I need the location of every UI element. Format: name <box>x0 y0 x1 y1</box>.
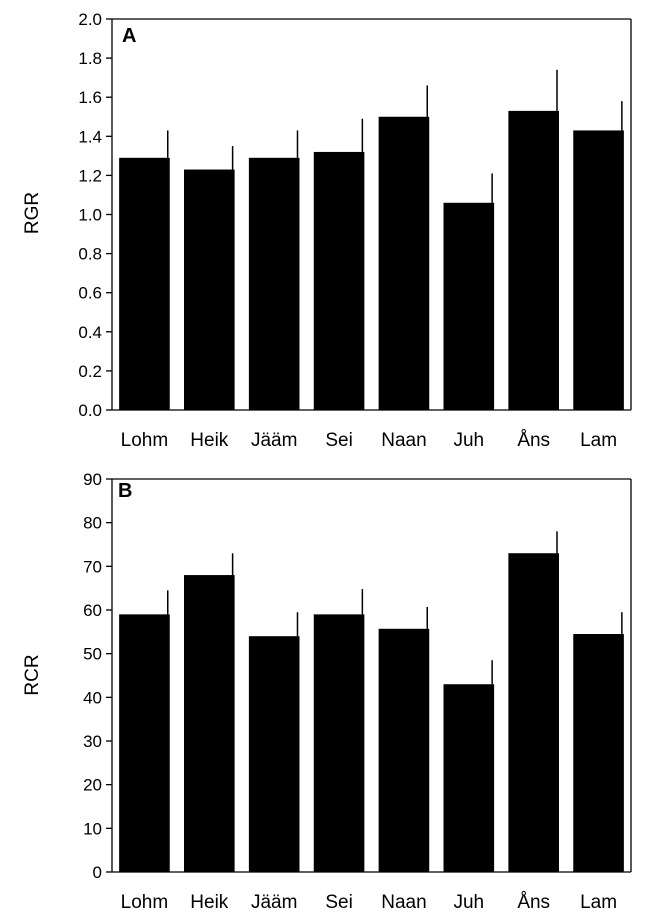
panel-a-bar <box>248 157 300 410</box>
panel-a-y-tick-label: 1.6 <box>78 88 102 107</box>
panel-b-y-tick-label: 80 <box>83 514 102 533</box>
panel-a-bar <box>378 116 430 410</box>
panel-a-bar <box>313 151 365 410</box>
panel-a-bar <box>119 157 170 410</box>
panel-a-bar <box>443 202 495 410</box>
panel-a-y-tick-label: 1.8 <box>78 49 102 68</box>
panel-a-y-tick-label: 0.2 <box>78 362 102 381</box>
panel-a-category-label: Naan <box>381 430 426 451</box>
panel-b-bar <box>573 634 624 872</box>
panel-b-y-tick-label: 90 <box>83 470 102 489</box>
panel-b-y-tick-label: 60 <box>83 601 102 620</box>
panel-a-label: A <box>122 25 136 47</box>
panel-a-category-label: Åns <box>517 430 550 451</box>
panel-b-y-tick-label: 40 <box>83 688 102 707</box>
panel-b-bar <box>248 636 300 872</box>
panel-a-y-tick-label: 0.0 <box>78 401 102 420</box>
panel-a-chart: A RGR 0.0 0.2 0.4 0.6 0.8 1.0 1.2 1.4 1.6 1.8 2.0 L… <box>22 10 632 451</box>
panel-b-bar <box>443 684 495 872</box>
panel-b-bar <box>313 614 365 872</box>
panel-b-category-label: Jääm <box>251 892 297 913</box>
panel-a-category-label: Lam <box>580 430 617 451</box>
panel-b-chart: B RCR 0 10 20 30 40 50 60 70 80 90 Lohm Heik Jääm Sei… <box>22 470 632 913</box>
panel-a-bar <box>508 110 559 410</box>
panel-a-category-label: Sei <box>325 430 352 451</box>
panel-b-category-label: Lam <box>580 892 617 913</box>
panel-a-bar <box>573 130 624 410</box>
panel-b-category-label: Naan <box>381 892 426 913</box>
panel-a-y-tick-label: 1.0 <box>78 206 102 225</box>
panel-b-y-tick-label: 50 <box>83 645 102 664</box>
panel-b-bar <box>508 553 559 872</box>
panel-b-label: B <box>118 480 132 502</box>
panel-b-bar <box>378 628 430 872</box>
panel-a-y-tick-label: 0.4 <box>78 323 102 342</box>
panel-a-y-tick-label: 0.6 <box>78 284 102 303</box>
panel-b-y-tick-label: 10 <box>83 819 102 838</box>
panel-a-category-label: Juh <box>453 430 484 451</box>
panel-a-y-axis-title: RGR <box>22 192 43 234</box>
panel-b-y-tick-label: 20 <box>83 776 102 795</box>
panel-b-y-tick-label: 30 <box>83 732 102 751</box>
panel-b-y-axis-title: RCR <box>22 654 43 695</box>
panel-a-bar <box>184 169 235 410</box>
panel-b-category-label: Juh <box>453 892 484 913</box>
panel-a-category-label: Lohm <box>121 430 169 451</box>
panel-b-y-tick-label: 70 <box>83 557 102 576</box>
panel-a-y-tick-label: 0.8 <box>78 245 102 264</box>
panel-b-bar <box>184 575 235 872</box>
panel-a-category-label: Heik <box>190 430 229 451</box>
panel-b-bar <box>119 614 170 872</box>
panel-b-category-label: Lohm <box>121 892 169 913</box>
panel-a-category-label: Jääm <box>251 430 297 451</box>
panel-b-category-label: Sei <box>325 892 352 913</box>
panel-a-y-tick-label: 2.0 <box>78 10 102 29</box>
panel-a-y-tick-label: 1.4 <box>78 127 102 146</box>
panel-b-category-label: Heik <box>190 892 229 913</box>
panel-b-y-tick-label: 0 <box>93 863 102 882</box>
panel-b-category-label: Åns <box>517 892 550 913</box>
panel-a-y-tick-label: 1.2 <box>78 166 102 185</box>
